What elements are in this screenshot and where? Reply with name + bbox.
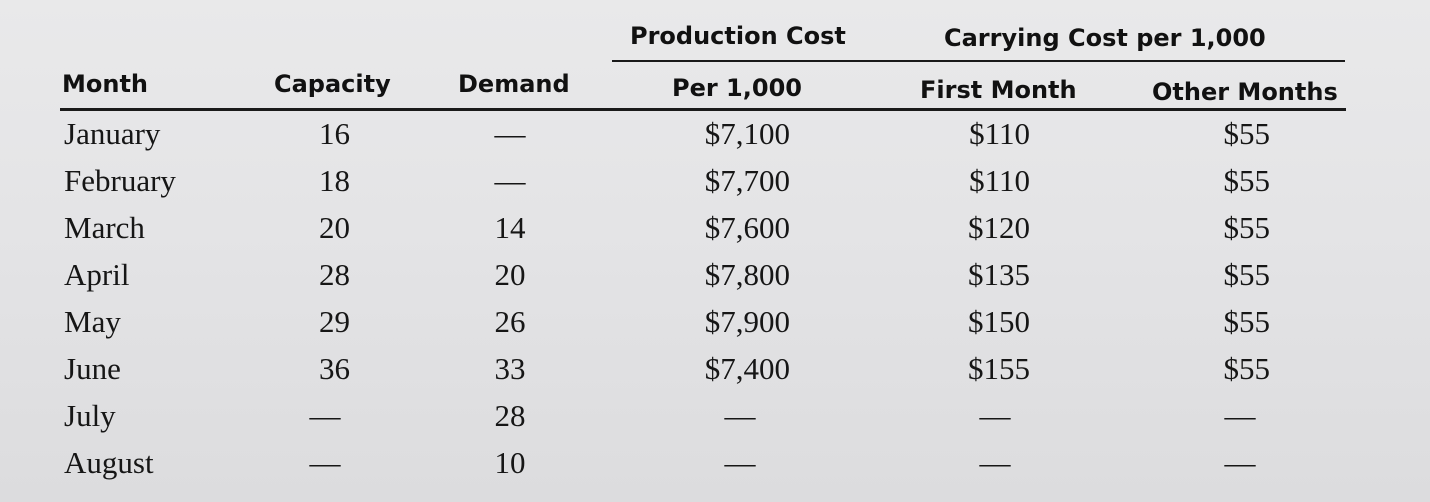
cell-other-months: $55 [1223,351,1271,386]
header-per-1000: Per 1,000 [672,74,802,102]
cell-capacity: 36 [319,351,350,386]
header-month: Month [62,70,149,98]
cell-other-months: $55 [1223,210,1271,245]
cell-other-months: $55 [1223,304,1271,339]
cell-demand: 28 [494,398,526,433]
cell-month: March [64,210,145,245]
cell-first-month: $110 [969,163,1030,198]
cell-month: February [64,163,176,198]
header-carrying-cost: Carrying Cost per 1,000 [944,24,1266,52]
cell-month: July [64,398,116,433]
cell-first-month: $120 [968,210,1030,245]
cell-demand: — [494,116,526,151]
cell-demand: 33 [494,351,526,386]
cell-capacity: 16 [319,116,350,151]
cell-month: June [64,351,121,386]
cell-other-months: — [1224,445,1256,480]
cell-first-month: $150 [968,304,1030,339]
cell-other-months: $55 [1223,163,1271,198]
cell-month: August [64,445,154,480]
cell-capacity: 20 [319,210,350,245]
cell-demand: — [494,163,526,198]
cell-production-cost: $7,400 [704,351,790,386]
cell-demand: 10 [494,445,526,480]
cell-capacity: — [309,398,341,433]
cell-other-months: $55 [1223,116,1271,151]
cell-capacity: 18 [319,163,350,198]
cell-demand: 20 [494,257,526,292]
cell-production-cost: $7,700 [704,163,790,198]
header-other-months: Other Months [1152,78,1338,106]
group-header-rule [612,60,1345,62]
cell-first-month: $135 [968,257,1030,292]
cell-first-month: — [979,445,1011,480]
cell-first-month: — [979,398,1011,433]
cell-production-cost: — [724,398,756,433]
cell-production-cost: $7,900 [704,304,790,339]
header-capacity: Capacity [274,70,391,98]
cell-first-month: $110 [969,116,1030,151]
header-demand: Demand [458,70,570,98]
column-header-rule [60,108,1346,111]
cell-month: May [64,304,121,339]
cell-production-cost: $7,800 [704,257,790,292]
cell-capacity: 28 [319,257,350,292]
cell-month: April [64,257,130,292]
cell-production-cost: — [724,445,756,480]
cell-demand: 26 [494,304,526,339]
header-production-cost: Production Cost [630,22,846,50]
cell-production-cost: $7,100 [704,116,790,151]
cell-capacity: — [309,445,341,480]
header-first-month: First Month [920,76,1077,104]
cell-production-cost: $7,600 [704,210,790,245]
cell-first-month: $155 [968,351,1030,386]
cell-demand: 14 [494,210,526,245]
cell-other-months: $55 [1223,257,1271,292]
cell-other-months: — [1224,398,1256,433]
cell-capacity: 29 [319,304,350,339]
cell-month: January [64,116,161,151]
